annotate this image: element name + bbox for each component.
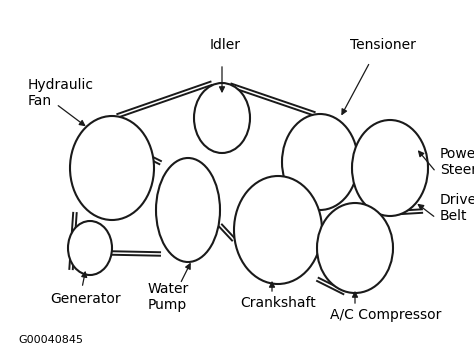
Text: A/C Compressor: A/C Compressor [330, 308, 441, 322]
Text: Tensioner: Tensioner [350, 38, 416, 52]
Text: Water
Pump: Water Pump [148, 282, 189, 312]
Text: Drive
Belt: Drive Belt [440, 193, 474, 223]
Ellipse shape [68, 221, 112, 275]
Text: Hydraulic
Fan: Hydraulic Fan [28, 78, 94, 108]
Ellipse shape [156, 158, 220, 262]
Ellipse shape [70, 116, 154, 220]
Ellipse shape [194, 83, 250, 153]
Ellipse shape [317, 203, 393, 293]
Text: Crankshaft: Crankshaft [240, 296, 316, 310]
Ellipse shape [234, 176, 322, 284]
Text: G00040845: G00040845 [18, 335, 83, 345]
Ellipse shape [352, 120, 428, 216]
Text: Generator: Generator [50, 292, 120, 306]
Text: Power
Steering: Power Steering [440, 147, 474, 177]
Ellipse shape [282, 114, 358, 210]
Text: Idler: Idler [210, 38, 241, 52]
